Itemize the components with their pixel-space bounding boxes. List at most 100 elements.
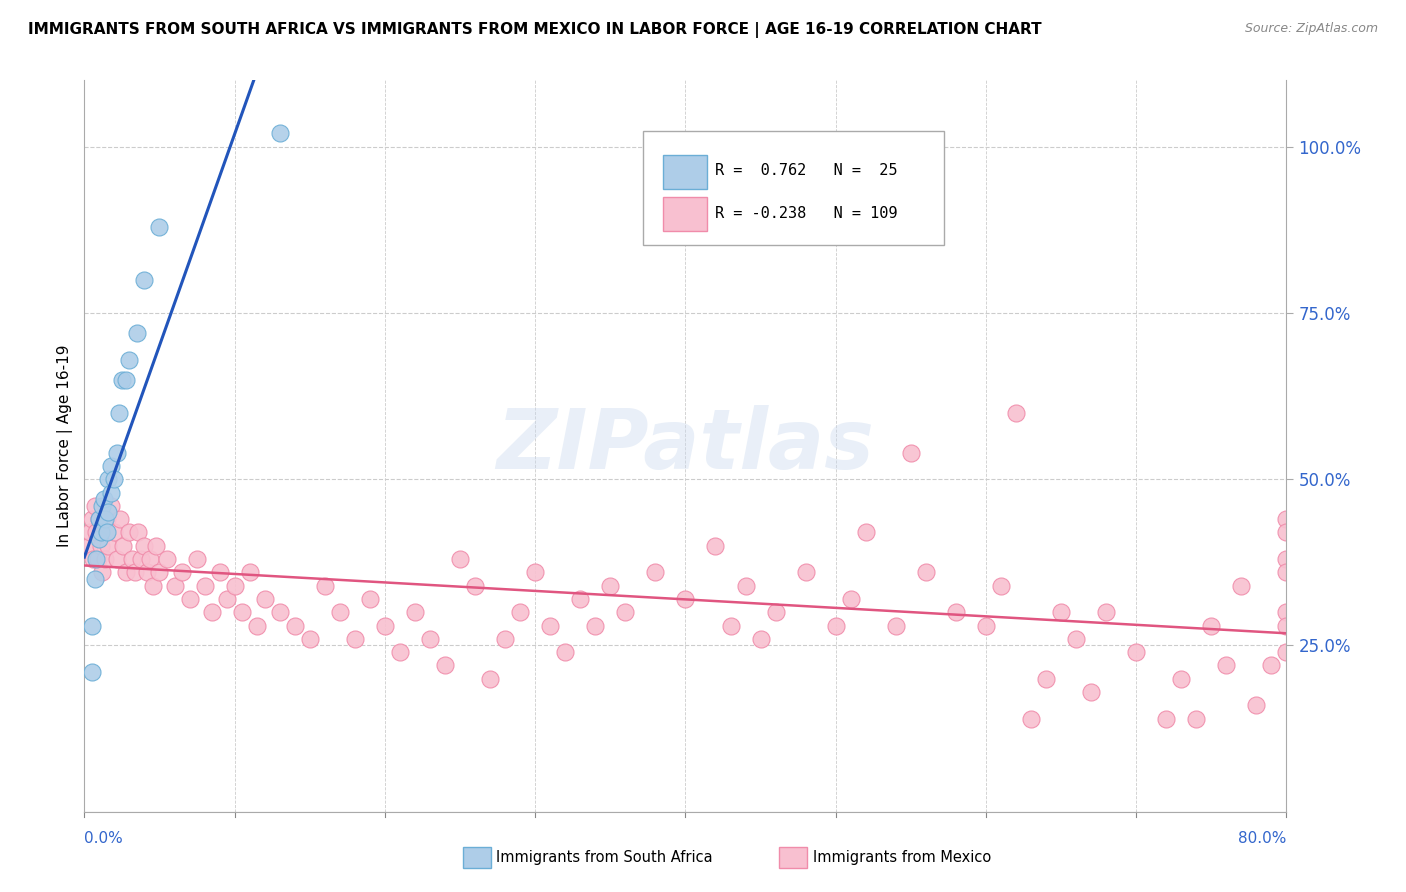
- Point: [720, 618, 742, 632]
- Point: [194, 579, 217, 593]
- Point: [97, 506, 120, 520]
- Point: [599, 579, 621, 593]
- Point: [103, 525, 125, 540]
- Point: [125, 326, 148, 340]
- Point: [217, 591, 239, 606]
- Point: [112, 539, 135, 553]
- Point: [103, 472, 125, 486]
- Point: [1005, 406, 1028, 420]
- Point: [1156, 712, 1178, 726]
- Point: [136, 566, 159, 580]
- Point: [89, 512, 111, 526]
- Point: [83, 499, 105, 513]
- Point: [80, 512, 103, 526]
- Point: [108, 406, 131, 420]
- Point: [246, 618, 269, 632]
- Text: ZIPatlas: ZIPatlas: [496, 406, 875, 486]
- Point: [1095, 605, 1118, 619]
- Point: [90, 539, 112, 553]
- Point: [1201, 618, 1223, 632]
- Point: [298, 632, 321, 646]
- Point: [86, 525, 108, 540]
- Point: [148, 566, 170, 580]
- Point: [1275, 552, 1298, 566]
- Point: [94, 552, 117, 566]
- Point: [89, 532, 111, 546]
- Point: [314, 579, 336, 593]
- Point: [855, 525, 877, 540]
- Point: [494, 632, 516, 646]
- Text: Immigrants from Mexico: Immigrants from Mexico: [813, 850, 991, 864]
- Text: R = -0.238   N = 109: R = -0.238 N = 109: [716, 206, 898, 221]
- Point: [644, 566, 666, 580]
- Point: [94, 512, 117, 526]
- Point: [115, 566, 138, 580]
- Point: [434, 658, 457, 673]
- Point: [509, 605, 531, 619]
- Point: [163, 579, 186, 593]
- Point: [524, 566, 547, 580]
- FancyBboxPatch shape: [662, 155, 707, 189]
- Point: [1275, 525, 1298, 540]
- Point: [79, 525, 101, 540]
- Point: [704, 539, 727, 553]
- Point: [1019, 712, 1042, 726]
- Text: 80.0%: 80.0%: [1239, 831, 1286, 847]
- Point: [479, 672, 502, 686]
- Point: [231, 605, 253, 619]
- Point: [284, 618, 307, 632]
- Point: [139, 552, 162, 566]
- Point: [121, 552, 143, 566]
- Point: [145, 539, 167, 553]
- Point: [675, 591, 697, 606]
- Point: [538, 618, 561, 632]
- Point: [91, 499, 114, 513]
- Point: [90, 525, 112, 540]
- Point: [201, 605, 224, 619]
- Point: [118, 352, 141, 367]
- Text: Immigrants from South Africa: Immigrants from South Africa: [496, 850, 713, 864]
- Point: [148, 219, 170, 234]
- Point: [89, 512, 111, 526]
- Point: [569, 591, 592, 606]
- Point: [1125, 645, 1147, 659]
- Point: [80, 665, 103, 679]
- Point: [1080, 685, 1102, 699]
- Point: [824, 618, 846, 632]
- Point: [1260, 658, 1282, 673]
- Point: [329, 605, 352, 619]
- Point: [990, 579, 1012, 593]
- Point: [945, 605, 967, 619]
- Point: [449, 552, 471, 566]
- Point: [115, 372, 138, 386]
- Point: [86, 552, 108, 566]
- Point: [156, 552, 179, 566]
- Point: [374, 618, 396, 632]
- Point: [1275, 618, 1298, 632]
- Point: [107, 445, 129, 459]
- Point: [134, 273, 156, 287]
- Point: [96, 525, 118, 540]
- Point: [100, 499, 122, 513]
- Point: [1215, 658, 1237, 673]
- Point: [93, 525, 115, 540]
- Point: [1185, 712, 1208, 726]
- Point: [142, 579, 165, 593]
- Point: [388, 645, 411, 659]
- Point: [419, 632, 441, 646]
- Point: [239, 566, 262, 580]
- Text: Source: ZipAtlas.com: Source: ZipAtlas.com: [1244, 22, 1378, 36]
- Point: [749, 632, 772, 646]
- Point: [1246, 698, 1268, 713]
- Point: [1170, 672, 1192, 686]
- Point: [77, 539, 100, 553]
- Point: [404, 605, 426, 619]
- Point: [170, 566, 193, 580]
- Point: [974, 618, 997, 632]
- Point: [107, 552, 129, 566]
- Point: [343, 632, 366, 646]
- Point: [208, 566, 231, 580]
- Point: [118, 525, 141, 540]
- Point: [186, 552, 208, 566]
- Text: IMMIGRANTS FROM SOUTH AFRICA VS IMMIGRANTS FROM MEXICO IN LABOR FORCE | AGE 16-1: IMMIGRANTS FROM SOUTH AFRICA VS IMMIGRAN…: [28, 22, 1042, 38]
